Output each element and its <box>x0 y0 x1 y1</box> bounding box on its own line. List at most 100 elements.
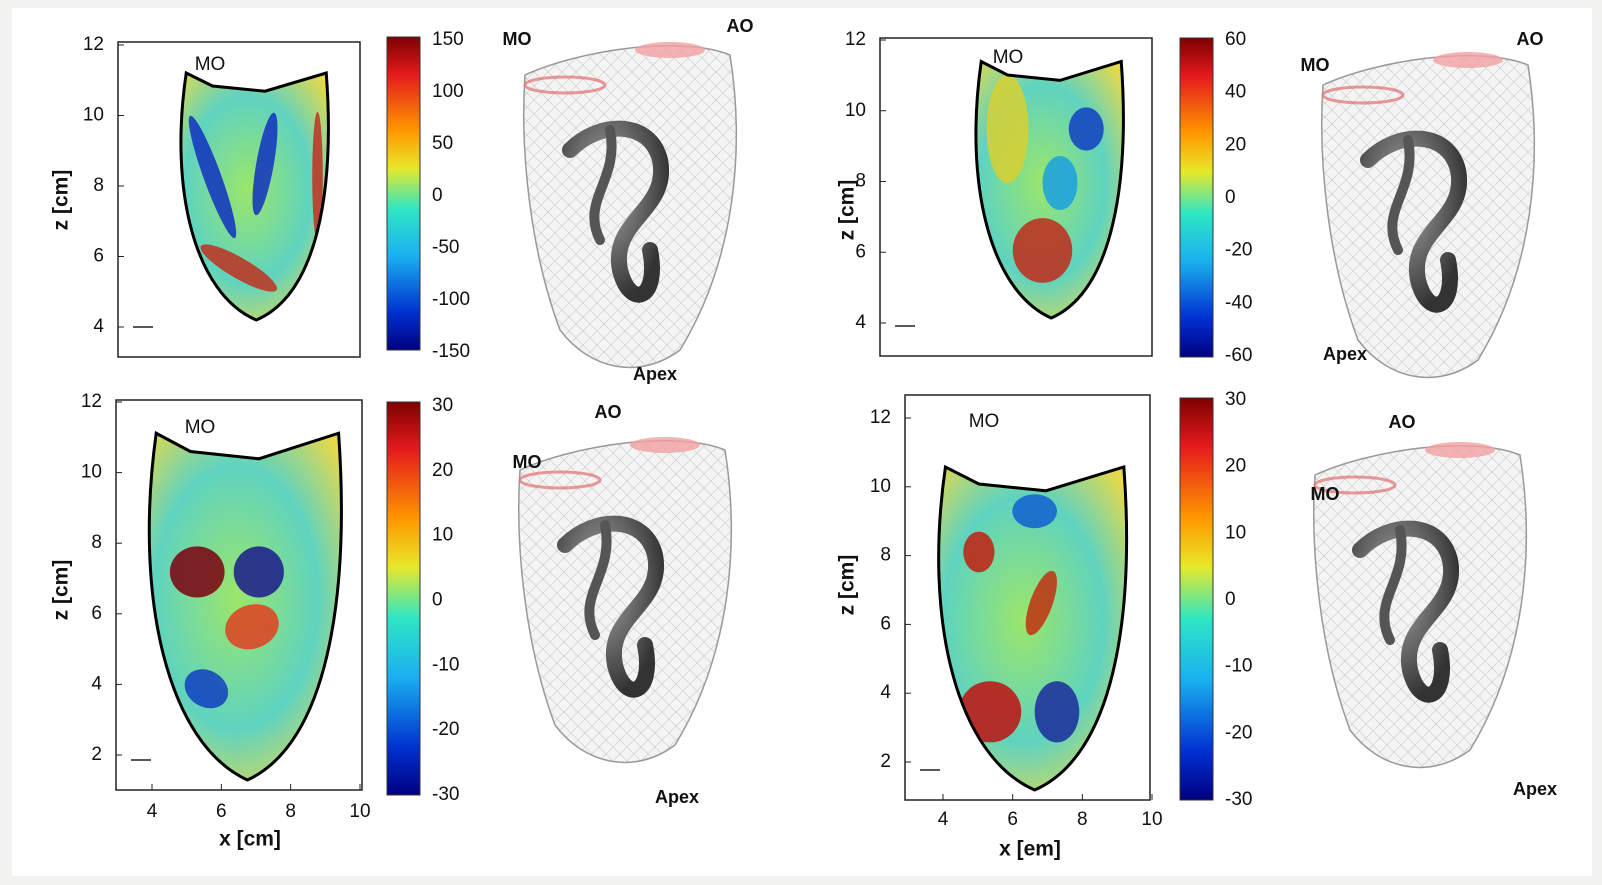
vortex-tube <box>1379 525 1407 645</box>
y-tick-label: 12 <box>870 407 891 428</box>
vortex-blob <box>188 115 237 239</box>
colorbar-tick-label: 0 <box>432 590 443 611</box>
x-tick-label: 10 <box>349 801 370 822</box>
colorbar-tick-label: 20 <box>1225 134 1246 155</box>
colorbar-tick-label: -10 <box>1225 656 1252 677</box>
y-tick-label: 8 <box>855 171 866 192</box>
colorbar-tick-label: -30 <box>432 784 459 805</box>
colorbar <box>386 36 421 351</box>
colorbar-tick-label: -40 <box>1225 292 1252 313</box>
y-tick-label: 4 <box>855 312 866 333</box>
colorbar <box>1179 37 1214 358</box>
vortex-blob <box>1034 681 1080 743</box>
colorbar-tick-label: -50 <box>432 237 459 258</box>
vortex-render <box>523 42 738 369</box>
render-label: Apex <box>633 364 677 384</box>
render-label: AO <box>595 402 622 422</box>
x-tick-label: 8 <box>285 801 296 822</box>
colorbar-tick-label: -20 <box>1225 240 1252 261</box>
vortex-blob <box>312 112 323 242</box>
colorbar-tick-label: 30 <box>432 395 453 416</box>
y-tick-label: 10 <box>83 105 104 126</box>
vortex-render <box>1321 52 1536 379</box>
y-tick-label: 2 <box>91 744 102 765</box>
render-label: AO <box>727 16 754 36</box>
x-axis-label: x [em] <box>999 838 1061 861</box>
y-tick-label: 2 <box>880 751 891 772</box>
y-axis-label: z [cm] <box>50 560 73 621</box>
colorbar-tick-label: -60 <box>1225 345 1252 366</box>
plot-frame <box>117 41 361 358</box>
valve <box>1313 475 1397 495</box>
vortex-blob <box>1012 218 1073 283</box>
valve <box>635 42 705 58</box>
outline <box>147 430 343 782</box>
map-label: MO <box>969 411 1000 432</box>
x-tick-label: 4 <box>147 801 158 822</box>
vortex-tube <box>557 515 665 698</box>
vortex-blob <box>225 604 279 650</box>
y-tick-label: 6 <box>93 246 104 267</box>
colorbar-tick-label: -100 <box>432 289 470 310</box>
vortex-blob <box>1042 156 1078 210</box>
render-label: AO <box>1389 412 1416 432</box>
vortex-blob <box>200 244 277 292</box>
x-tick-label: 6 <box>216 801 227 822</box>
y-axis-label: z [cm] <box>836 555 859 616</box>
render-label: MO <box>1311 484 1340 504</box>
y-tick-label: 6 <box>91 603 102 624</box>
colorbar-tick-label: 60 <box>1225 29 1246 50</box>
valve <box>630 437 700 453</box>
y-tick-label: 10 <box>81 462 102 483</box>
vortex-blob <box>963 531 995 573</box>
vortex-render <box>1313 442 1528 769</box>
outline <box>974 59 1125 320</box>
y-tick-label: 4 <box>880 682 891 703</box>
valve <box>518 470 602 490</box>
plot-frame <box>904 394 1151 801</box>
colorbar-tick-label: 0 <box>1225 187 1236 208</box>
y-tick-label: 8 <box>93 175 104 196</box>
colorbar-tick-label: -10 <box>432 654 459 675</box>
colorbar <box>386 401 421 796</box>
y-tick-label: 6 <box>855 241 866 262</box>
render-label: MO <box>503 29 532 49</box>
vortex-tube <box>1387 135 1415 255</box>
colorbar-tick-label: -30 <box>1225 789 1252 810</box>
x-tick-label: 6 <box>1007 809 1018 830</box>
colorbar-tick-label: 0 <box>432 185 443 206</box>
y-axis-label: z [cm] <box>50 170 73 231</box>
y-tick-label: 10 <box>870 476 891 497</box>
vortex-blob <box>233 546 284 598</box>
outline <box>937 464 1129 792</box>
x-axis-label: x [cm] <box>219 828 281 851</box>
colorbar-tick-label: 150 <box>432 29 464 50</box>
render-label: Apex <box>1323 344 1367 364</box>
render-label: AO <box>1517 29 1544 49</box>
vortex-tube <box>1352 520 1460 703</box>
y-axis-label: z [cm] <box>836 180 859 241</box>
y-tick-label: 10 <box>845 100 866 121</box>
x-tick-label: 8 <box>1077 809 1088 830</box>
vortex-render <box>518 437 733 764</box>
vortex-tube <box>1360 130 1468 313</box>
valve <box>1425 442 1495 458</box>
colorbar-tick-label: 10 <box>432 525 453 546</box>
y-tick-label: 8 <box>91 532 102 553</box>
plot-frame <box>879 37 1153 357</box>
y-tick-label: 4 <box>91 673 102 694</box>
render-label: MO <box>513 452 542 472</box>
colorbar-tick-label: -20 <box>432 719 459 740</box>
colorbar-tick-label: 30 <box>1225 389 1246 410</box>
vortex-tube <box>562 120 670 303</box>
colorbar <box>1179 397 1214 801</box>
valve <box>523 75 607 95</box>
map-label: MO <box>195 54 226 75</box>
vortex-blob <box>184 669 229 709</box>
colorbar-tick-label: 0 <box>1225 589 1236 610</box>
y-tick-label: 12 <box>83 34 104 55</box>
valve <box>1321 85 1405 105</box>
vortex-tube <box>584 520 612 640</box>
colorbar-tick-label: -150 <box>432 341 470 362</box>
